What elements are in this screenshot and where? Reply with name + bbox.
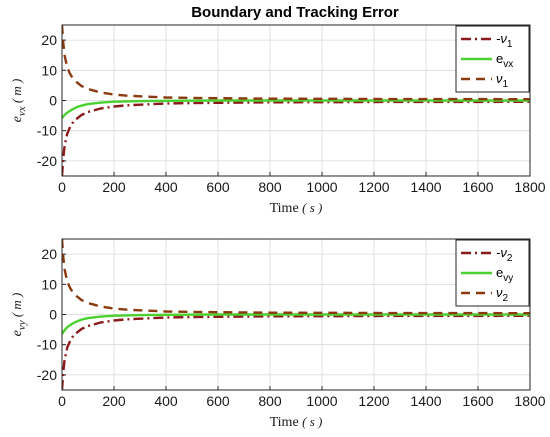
x-tick-label: 1800 (514, 393, 545, 409)
x-tick-label: 1000 (306, 393, 337, 409)
legend-entry: evx (496, 51, 513, 70)
y-axis-label: evx ( m ) (9, 79, 28, 123)
x-tick-label: 1200 (358, 179, 389, 195)
y-tick-label: 20 (41, 246, 57, 262)
x-tick-label: 200 (102, 393, 126, 409)
plot-top: 0 200 400 600 800 1000 1200 1400 1600 1800 -20 -10 0… (9, 24, 546, 216)
axes-frame (61, 24, 531, 177)
x-tick-label: 800 (258, 179, 282, 195)
y-tick-label: -10 (37, 337, 57, 353)
y-tick-label: 20 (41, 32, 57, 48)
legend-entry: -ν1 (496, 31, 513, 50)
axes-frame (61, 238, 531, 391)
legend-entry: ν2 (496, 285, 509, 304)
chart-title: Boundary and Tracking Error (191, 4, 399, 21)
x-tick-label: 1000 (306, 179, 337, 195)
x-tick-label: 400 (154, 393, 178, 409)
x-tick-label: 1600 (462, 393, 493, 409)
x-tick-label: 800 (258, 393, 282, 409)
series-group (62, 239, 530, 390)
y-tick-label: 10 (41, 62, 57, 78)
y-tick-label: 0 (49, 93, 57, 109)
series-line (62, 25, 530, 101)
y-tick-label: 0 (49, 307, 57, 323)
legend-entry: ν1 (496, 71, 509, 90)
series-line (62, 100, 530, 176)
x-tick-label: 1800 (514, 179, 545, 195)
y-tick-label: 10 (41, 276, 57, 292)
y-axis-label: evy ( m ) (9, 293, 28, 337)
x-tick-label: 400 (154, 179, 178, 195)
x-tick-label: 0 (58, 179, 66, 195)
x-tick-label: 600 (206, 393, 230, 409)
x-axis-label: Time ( s ) (270, 414, 323, 430)
x-tick-label: 1400 (410, 179, 441, 195)
series-line (62, 239, 530, 315)
x-tick-label: 1200 (358, 393, 389, 409)
x-axis-label: Time ( s ) (270, 200, 323, 216)
series-group (62, 25, 530, 176)
x-tick-label: 200 (102, 179, 126, 195)
x-tick-label: 0 (58, 393, 66, 409)
legend-entry: evy (496, 265, 513, 284)
x-tick-label: 1600 (462, 179, 493, 195)
y-tick-label: -20 (37, 153, 57, 169)
y-tick-label: -10 (37, 123, 57, 139)
y-tick-label: -20 (37, 367, 57, 383)
series-line (62, 99, 530, 119)
series-line (62, 313, 530, 335)
x-tick-label: 600 (206, 179, 230, 195)
x-tick-label: 1400 (410, 393, 441, 409)
plot-bottom: 0 200 400 600 800 1000 1200 1400 1600 1800 -20 -10 0… (9, 238, 546, 430)
series-line (62, 314, 530, 390)
legend-entry: -ν2 (496, 245, 513, 264)
